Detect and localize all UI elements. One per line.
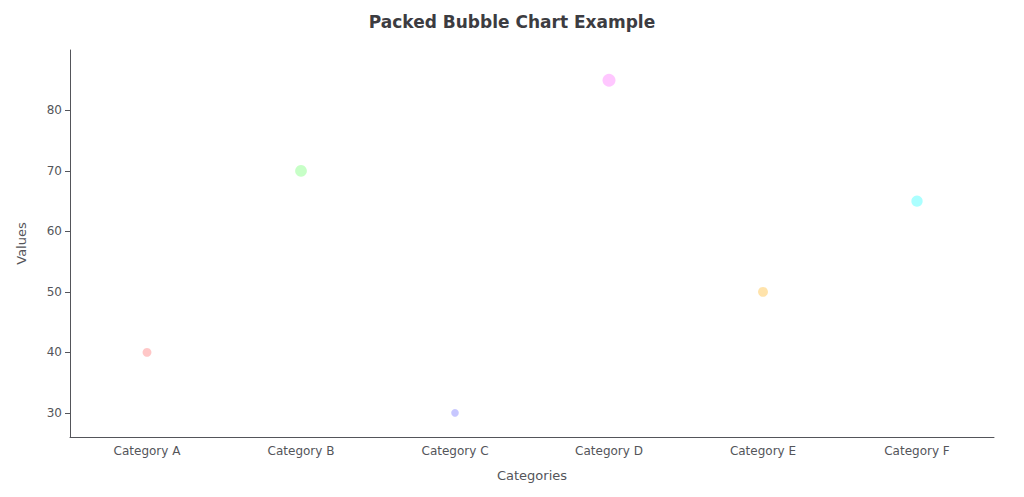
svg-text:70: 70: [47, 164, 62, 178]
svg-text:80: 80: [47, 103, 62, 117]
svg-text:Category F: Category F: [884, 444, 950, 458]
svg-text:Category E: Category E: [730, 444, 796, 458]
svg-text:Values: Values: [14, 222, 29, 265]
svg-text:30: 30: [47, 406, 62, 420]
svg-text:Categories: Categories: [497, 468, 567, 483]
svg-text:Packed Bubble Chart Example: Packed Bubble Chart Example: [369, 12, 655, 32]
svg-text:60: 60: [47, 224, 62, 238]
svg-text:Category D: Category D: [575, 444, 643, 458]
svg-text:Category A: Category A: [114, 444, 182, 458]
svg-text:Category B: Category B: [268, 444, 335, 458]
svg-text:Category C: Category C: [421, 444, 488, 458]
svg-text:40: 40: [47, 345, 62, 359]
svg-text:50: 50: [47, 285, 62, 299]
